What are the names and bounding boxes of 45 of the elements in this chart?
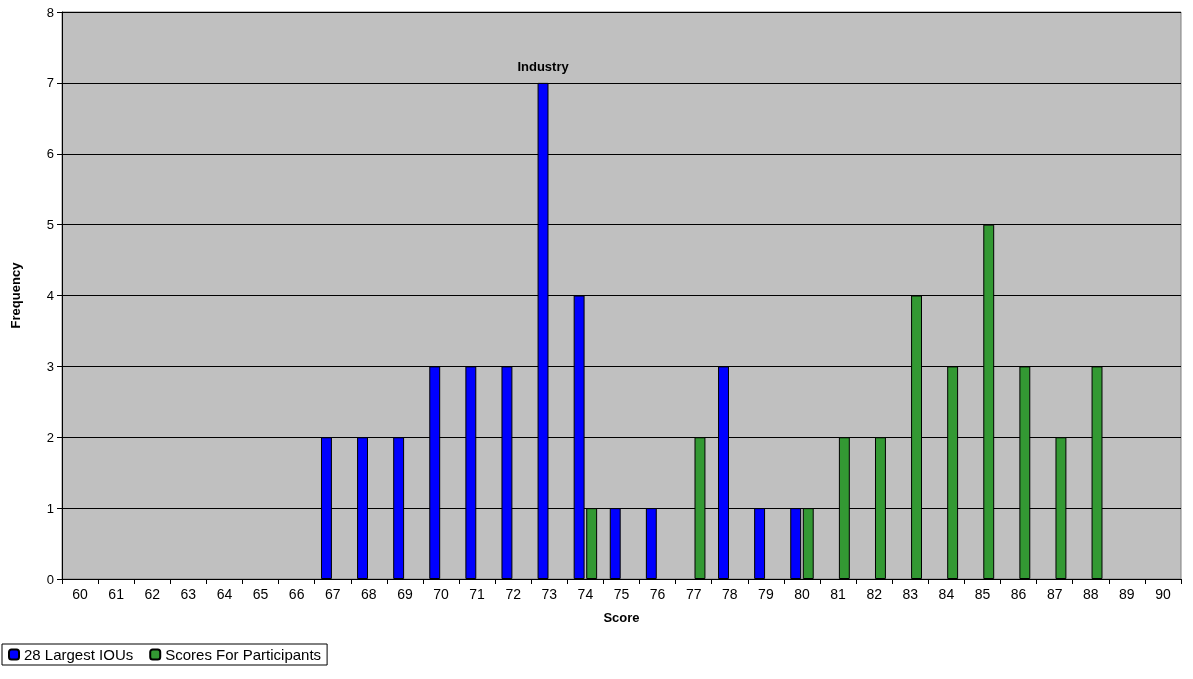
- x-tick-label: 73: [541, 586, 558, 602]
- annotation: Industry: [517, 58, 570, 74]
- x-tick-label: 66: [288, 586, 305, 602]
- y-tick-label: 4: [46, 288, 54, 303]
- x-tick-label: 64: [216, 586, 233, 602]
- x-axis-title: Score: [603, 610, 640, 625]
- y-tick-label: 5: [46, 217, 54, 233]
- x-tick-label: 89: [1119, 586, 1135, 602]
- x-tick-label: 84: [938, 586, 955, 602]
- x-tick-label: 68: [361, 586, 377, 602]
- x-tick-label: 85: [974, 586, 991, 602]
- y-axis-title: Frequency: [8, 261, 23, 329]
- x-tick-label: 63: [180, 586, 197, 602]
- x-tick-label: 69: [397, 586, 413, 602]
- x-tick-label: 77: [685, 586, 702, 602]
- x-tick-label: 90: [1155, 586, 1171, 602]
- x-tick-label: 81: [830, 586, 847, 602]
- legend-label: Scores For Participants: [165, 646, 322, 663]
- x-tick-label: 70: [433, 586, 450, 602]
- x-tick-label: 79: [758, 586, 774, 602]
- x-tick-label: 86: [1010, 586, 1027, 602]
- x-tick-label: 83: [902, 586, 919, 602]
- x-tick-label: 87: [1046, 586, 1063, 602]
- x-tick-label: 78: [722, 586, 738, 602]
- x-tick-label: 71: [469, 586, 486, 602]
- y-tick-label: 7: [46, 75, 54, 91]
- x-tick-label: 75: [613, 586, 630, 602]
- y-tick-label: 3: [46, 358, 54, 374]
- y-tick-label: 8: [46, 4, 54, 20]
- x-tick-label: 88: [1082, 586, 1099, 602]
- y-tick-label: 1: [46, 500, 54, 516]
- x-tick-label: 61: [108, 586, 125, 602]
- x-tick-label: 74: [577, 586, 594, 602]
- x-tick-label: 72: [505, 586, 522, 602]
- y-tick-label: 0: [46, 571, 54, 587]
- x-tick-label: 65: [252, 586, 269, 602]
- x-tick-label: 62: [144, 586, 161, 602]
- x-tick-label: 60: [72, 586, 89, 602]
- y-tick-label: 6: [46, 146, 54, 162]
- y-tick-label: 2: [46, 429, 54, 445]
- x-tick-label: 82: [866, 586, 883, 602]
- legend-label: 28 Largest IOUs: [24, 646, 134, 663]
- x-tick-label: 67: [324, 586, 341, 602]
- x-tick-label: 80: [794, 586, 810, 602]
- x-tick-label: 76: [649, 586, 666, 602]
